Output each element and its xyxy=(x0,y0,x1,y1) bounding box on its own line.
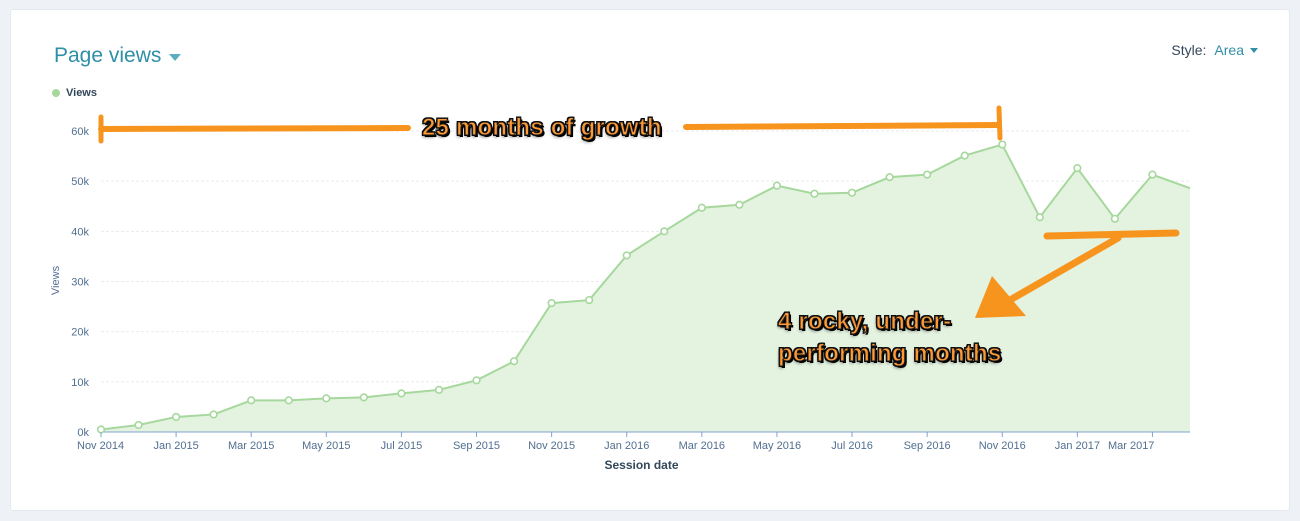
data-point xyxy=(322,394,331,403)
y-tick-label: 60k xyxy=(71,126,89,138)
annotation-arrow-shaft xyxy=(1006,234,1122,304)
annotation-bracket-right-tick xyxy=(996,105,1003,141)
data-point xyxy=(1035,213,1044,222)
y-tick-label: 50k xyxy=(71,176,89,188)
x-tick-label: Nov 2016 xyxy=(979,440,1026,452)
data-point xyxy=(509,357,519,366)
data-point xyxy=(434,385,444,394)
annotation-rocky-line1: 4 rocky, under- xyxy=(777,308,952,336)
data-point xyxy=(960,151,969,160)
annotation-bracket-left-bar xyxy=(98,125,411,132)
annotation-arrow-head xyxy=(975,276,1026,318)
data-point xyxy=(735,200,744,209)
style-picker: Style: Area xyxy=(1171,42,1258,58)
annotation-bracket-right-bar xyxy=(683,122,1002,130)
series-area-views xyxy=(101,144,1190,433)
data-point xyxy=(397,389,406,398)
data-point xyxy=(998,140,1007,149)
x-tick-label: Jan 2017 xyxy=(1055,440,1100,452)
x-tick-label: Sep 2015 xyxy=(453,440,500,452)
style-dropdown[interactable]: Area xyxy=(1214,42,1258,58)
annotation-rocky-line2: performing months xyxy=(777,340,1002,368)
x-tick-label: Mar 2016 xyxy=(679,440,725,452)
x-tick-label: Jan 2015 xyxy=(153,440,198,452)
data-point xyxy=(847,188,857,197)
data-point xyxy=(1073,164,1082,173)
x-tick-label: May 2015 xyxy=(302,440,350,452)
x-tick-label: Nov 2014 xyxy=(77,440,124,452)
chart-legend[interactable]: Views xyxy=(52,87,97,99)
data-point xyxy=(923,170,932,179)
y-tick-label: 10k xyxy=(71,377,89,389)
y-axis-title: Views xyxy=(50,265,62,295)
data-point xyxy=(810,189,819,198)
x-tick-label: Sep 2016 xyxy=(904,440,951,452)
legend-label: Views xyxy=(66,87,97,99)
data-point xyxy=(622,251,631,260)
data-point xyxy=(359,393,368,402)
data-point xyxy=(284,396,293,405)
x-tick-label: Jul 2016 xyxy=(831,440,873,452)
x-tick-label: May 2016 xyxy=(753,440,801,452)
x-tick-label: Jul 2015 xyxy=(381,440,423,452)
data-point xyxy=(247,396,256,405)
data-point xyxy=(209,410,218,419)
caret-down-icon xyxy=(169,53,182,61)
data-point xyxy=(1110,214,1119,223)
data-point xyxy=(134,420,143,430)
data-point xyxy=(772,181,782,190)
data-point xyxy=(885,173,894,182)
series-line-views xyxy=(100,143,1191,431)
annotation-underline xyxy=(1043,229,1180,240)
x-tick-label: Mar 2017 xyxy=(1108,440,1154,452)
y-tick-label: 40k xyxy=(71,226,89,238)
legend-dot-icon xyxy=(52,89,60,97)
data-point xyxy=(585,295,594,305)
style-value: Area xyxy=(1214,42,1244,58)
page-views-dropdown[interactable]: Page views xyxy=(54,44,182,68)
data-point xyxy=(547,298,556,308)
data-point xyxy=(172,412,181,422)
data-point xyxy=(96,425,106,434)
y-tick-label: 0k xyxy=(77,427,89,439)
data-point xyxy=(472,376,481,385)
page-title: Page views xyxy=(54,44,162,67)
x-axis-title: Session date xyxy=(604,458,678,472)
x-tick-label: Jan 2016 xyxy=(604,440,649,452)
x-tick-label: Mar 2015 xyxy=(228,440,274,452)
data-point xyxy=(697,203,706,212)
caret-down-icon xyxy=(1250,47,1258,53)
data-point xyxy=(660,227,669,236)
style-label: Style: xyxy=(1171,42,1207,58)
annotation-growth: 25 months of growth xyxy=(422,114,663,142)
data-point xyxy=(1148,170,1157,179)
x-tick-label: Nov 2015 xyxy=(528,440,575,452)
y-tick-label: 20k xyxy=(71,327,89,339)
y-tick-label: 30k xyxy=(71,277,89,289)
